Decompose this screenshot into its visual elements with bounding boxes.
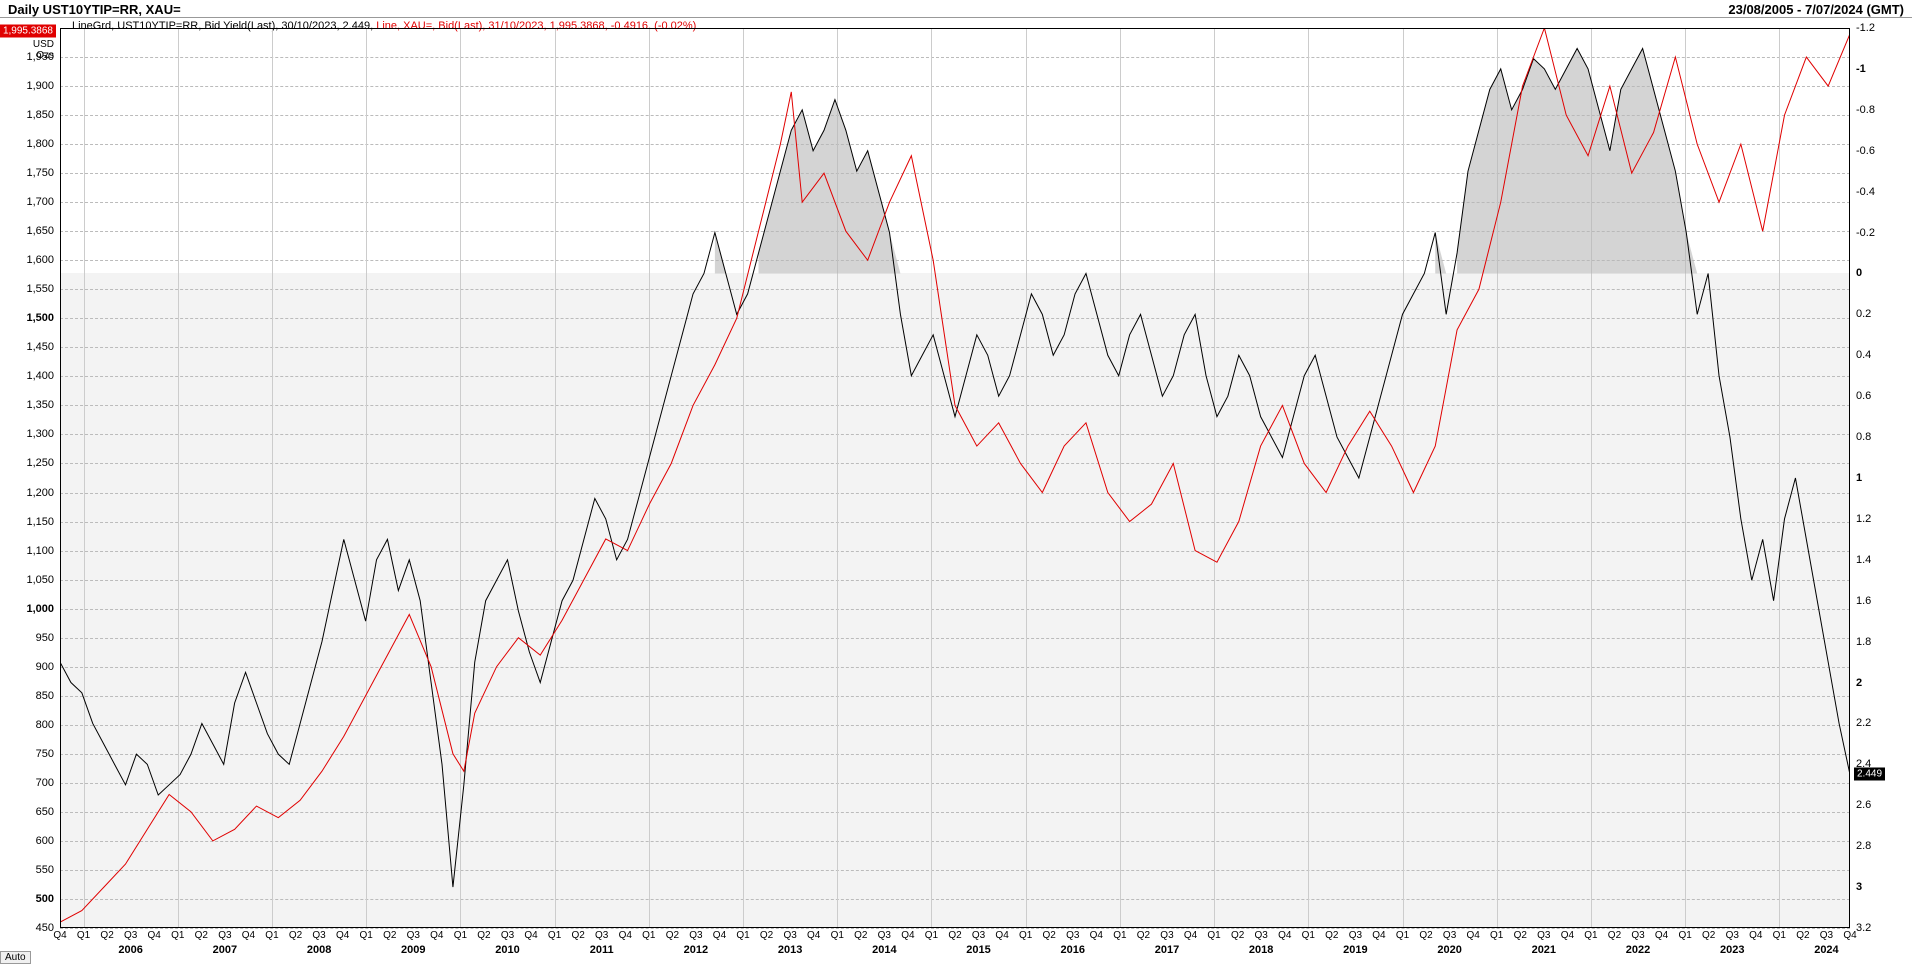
y-axis-left: Price USD Ozs 45050055060065070075080085…: [0, 28, 58, 928]
date-range: 23/08/2005 - 7/07/2024: [1728, 2, 1862, 17]
timezone: (GMT): [1866, 2, 1904, 17]
plot-area[interactable]: [60, 28, 1850, 928]
auto-button[interactable]: Auto: [0, 951, 31, 964]
y-axis-right: -1.2-1-0.8-0.6-0.4-0.200.20.40.60.811.21…: [1852, 28, 1912, 928]
x-axis: Q42006Q1Q2Q3Q42007Q1Q2Q3Q42008Q1Q2Q3Q420…: [60, 928, 1850, 964]
chart-title: Daily UST10YTIP=RR, XAU=: [8, 2, 181, 15]
